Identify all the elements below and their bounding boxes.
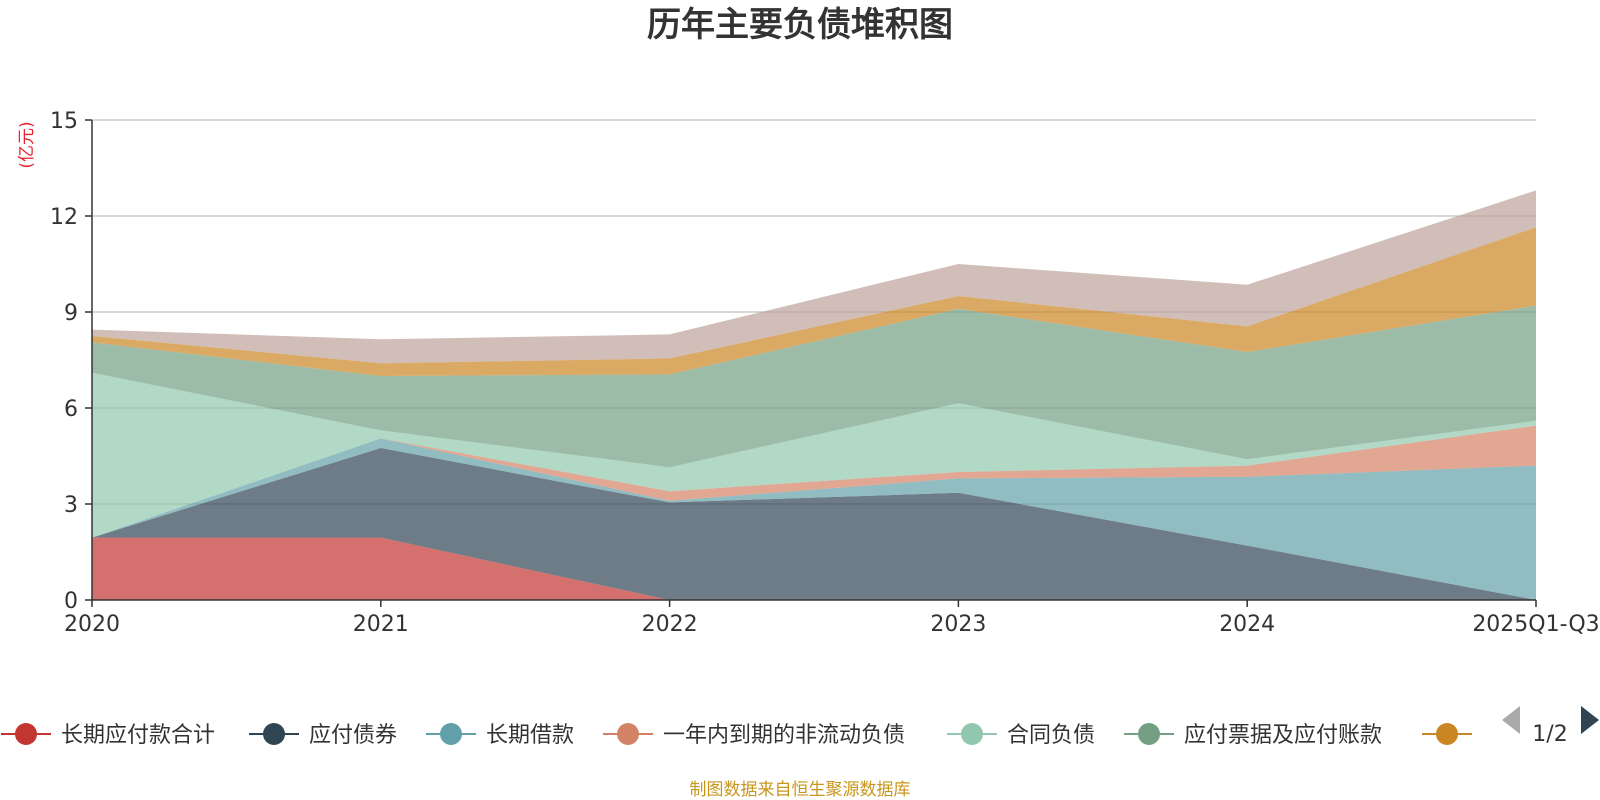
area-series-0 (92, 537, 1536, 600)
y-tick-label-6: 6 (64, 397, 78, 422)
legend-marker-0 (15, 723, 37, 745)
legend-item-1[interactable]: 应付债券 (249, 723, 397, 748)
legend-item-4[interactable]: 合同负债 (947, 723, 1095, 748)
x-tick-label-5: 2025Q1-Q3 (1472, 612, 1599, 637)
y-tick-label-9: 9 (64, 301, 78, 326)
x-tick-label-0: 2020 (64, 612, 120, 637)
area-series-5 (92, 305, 1536, 468)
area-series-1 (92, 448, 1536, 600)
legend-page-indicator: 1/2 (1532, 722, 1567, 747)
y-tick-labels: 0 3 6 9 12 15 (50, 109, 92, 614)
area-series-2 (92, 438, 1536, 600)
legend[interactable]: 长期应付款合计 应付债券 长期借款 一年内到期的非流动负债 合同负债 应付票据及应付账款 (1, 723, 1472, 748)
area-series-6 (92, 227, 1536, 376)
x-tick-label-3: 2023 (930, 612, 986, 637)
axes (91, 120, 1536, 601)
legend-item-5[interactable]: 应付票据及应付账款 (1124, 723, 1382, 748)
legend-item-3[interactable]: 一年内到期的非流动负债 (603, 723, 905, 748)
x-tick-label-4: 2024 (1219, 612, 1275, 637)
source-note: 制图数据来自恒生聚源数据库 (690, 780, 911, 800)
legend-label-2: 长期借款 (486, 723, 574, 748)
legend-label-0: 长期应付款合计 (61, 723, 215, 748)
y-tick-label-3: 3 (64, 493, 78, 518)
stacked-areas (92, 190, 1536, 600)
legend-label-4: 合同负债 (1007, 723, 1095, 748)
legend-item-0[interactable]: 长期应付款合计 (1, 723, 215, 748)
legend-label-3: 一年内到期的非流动负债 (663, 723, 905, 748)
area-series-4 (92, 372, 1536, 538)
y-tick-label-12: 12 (50, 205, 78, 230)
legend-item-2[interactable]: 长期借款 (426, 723, 574, 748)
legend-pager[interactable]: 1/2 (1502, 706, 1599, 747)
legend-marker-1 (263, 723, 285, 745)
y-tick-label-0: 0 (64, 589, 78, 614)
area-series-7 (92, 190, 1536, 364)
legend-marker-4 (961, 723, 983, 745)
chart-title: 历年主要负债堆积图 (647, 5, 953, 45)
legend-next-icon[interactable] (1581, 706, 1599, 734)
area-series-3 (92, 425, 1536, 538)
legend-marker-3 (617, 723, 639, 745)
legend-label-1: 应付债券 (309, 723, 397, 748)
x-tick-label-1: 2021 (353, 612, 409, 637)
y-axis-unit: (亿元) (17, 121, 37, 168)
legend-prev-icon[interactable] (1502, 706, 1520, 734)
legend-marker-5 (1138, 723, 1160, 745)
legend-marker-6 (1436, 723, 1458, 745)
y-tick-label-15: 15 (50, 109, 78, 134)
x-tick-label-2: 2022 (642, 612, 698, 637)
legend-marker-2 (440, 723, 462, 745)
x-tick-labels: 2020 2021 2022 2023 2024 2025Q1-Q3 (64, 600, 1600, 637)
legend-item-6[interactable] (1422, 723, 1472, 745)
legend-label-5: 应付票据及应付账款 (1184, 723, 1382, 748)
